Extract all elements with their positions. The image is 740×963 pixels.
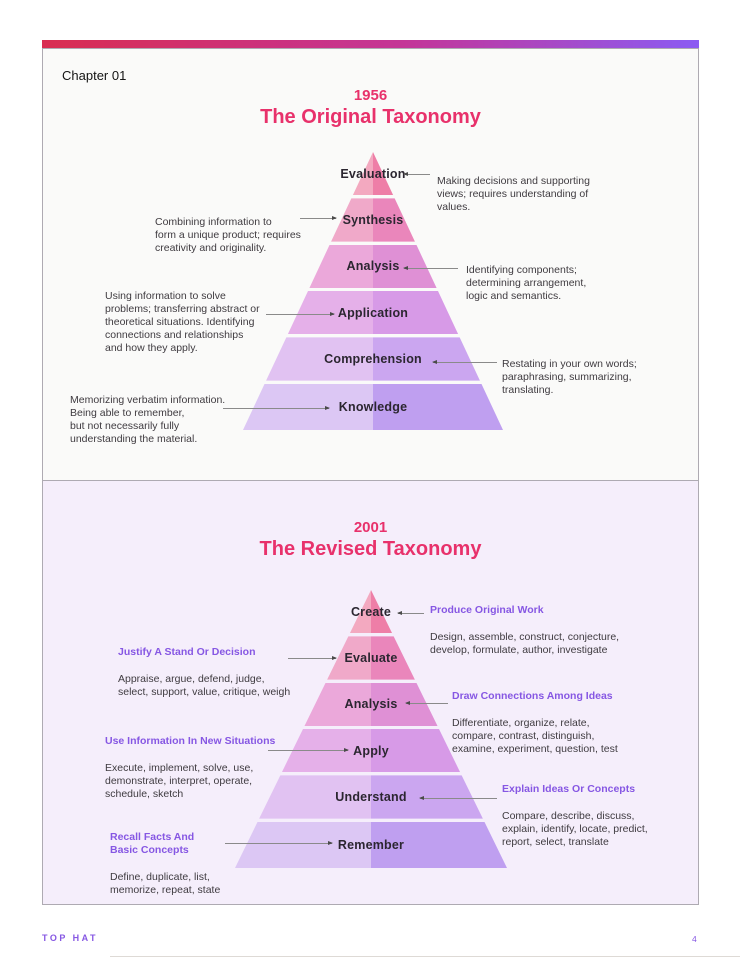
pyramid-level-label: Knowledge xyxy=(338,399,408,414)
pyramid-revised: Create Evaluate Analysis Apply Understand Rem… xyxy=(235,590,507,868)
pyramid-level-label: Remember xyxy=(337,837,405,852)
annotation-text: Using information to solve problems; tra… xyxy=(105,290,260,354)
pyramid-level-shape xyxy=(309,244,437,288)
annotation-knowledge: Memorizing verbatim information. Being a… xyxy=(70,381,225,459)
pyramid-level-analysis: Analysis xyxy=(235,682,507,726)
pyramid-level-shape xyxy=(259,775,483,819)
brand-logo: TOP HAT xyxy=(42,933,99,943)
annotation-text: Differentiate, organize, relate, compare… xyxy=(452,717,618,755)
page-number: 4 xyxy=(692,934,697,944)
pyramid-level-shape xyxy=(287,291,459,335)
annotation-text: Restating in your own words; paraphrasin… xyxy=(502,358,637,396)
connector-understand xyxy=(419,796,497,800)
pyramid-level-analysis: Analysis xyxy=(243,244,503,288)
annotation-evaluate: Justify A Stand Or Decision Appraise, ar… xyxy=(118,633,290,712)
pyramid-level-evaluate: Evaluate xyxy=(235,636,507,680)
connector-application xyxy=(266,312,335,316)
pyramid-level-label: Understand xyxy=(335,789,407,804)
gradient-accent-bar xyxy=(42,40,699,48)
pyramid-level-shape xyxy=(235,821,507,868)
annotation-text: Memorizing verbatim information. Being a… xyxy=(70,394,226,445)
annotation-text: Execute, implement, solve, use, demonstr… xyxy=(105,762,254,800)
pyramid-level-shape xyxy=(304,682,438,726)
annotation-text: Identifying components; determining arra… xyxy=(466,264,587,302)
section1-title-block: 1956 The Original Taxonomy xyxy=(42,88,699,128)
annotation-create: Produce Original Work Design, assemble, … xyxy=(430,591,619,670)
pyramid-level-create: Create xyxy=(235,590,507,634)
annotation-text: Design, assemble, construct, conjecture,… xyxy=(430,631,620,656)
annotation-text: Define, duplicate, list, memorize, repea… xyxy=(110,871,221,896)
annotation-apply: Use Information In New Situations Execut… xyxy=(105,722,275,814)
annotation-synthesis: Combining information to form a unique p… xyxy=(155,203,301,268)
connector-create xyxy=(397,611,424,615)
pyramid-level-understand: Understand xyxy=(235,775,507,819)
annotation-text: Compare, describe, discuss, explain, ide… xyxy=(502,810,648,848)
annotation-heading: Use Information In New Situations xyxy=(105,735,276,747)
section2-title-block: 2001 The Revised Taxonomy xyxy=(42,520,699,560)
connector-knowledge xyxy=(223,406,330,410)
connector-remember xyxy=(225,841,333,845)
section2-title: The Revised Taxonomy xyxy=(259,538,482,560)
pyramid-level-synthesis: Synthesis xyxy=(243,198,503,242)
section1-year: 1956 xyxy=(353,87,388,104)
chapter-label: Chapter 01 xyxy=(62,68,127,83)
annotation-application: Using information to solve problems; tra… xyxy=(105,277,260,368)
pyramid-level-label: Apply xyxy=(353,743,389,758)
pyramid-level-label: Evaluation xyxy=(340,166,406,181)
connector-comprehension xyxy=(432,360,497,364)
pyramid-level-label: Evaluate xyxy=(344,650,398,665)
connector-evaluate xyxy=(288,656,337,660)
pyramid-level-remember: Remember xyxy=(235,821,507,868)
section1-title: The Original Taxonomy xyxy=(260,106,481,128)
annotation-analysis: Identifying components; determining arra… xyxy=(466,251,586,316)
annotation-evaluation: Making decisions and supporting views; r… xyxy=(437,162,590,227)
pyramid-level-application: Application xyxy=(243,291,503,335)
pyramid-level-shape xyxy=(243,383,503,430)
annotation-text: Making decisions and supporting views; r… xyxy=(437,175,590,213)
pyramid-original: Evaluation Synthesis Analysis Application Co… xyxy=(243,152,503,430)
annotation-heading: Explain Ideas Or Concepts xyxy=(502,783,636,795)
annotation-text: Appraise, argue, defend, judge, select, … xyxy=(118,673,291,698)
connector-analysis-revised xyxy=(405,701,448,705)
annotation-heading: Justify A Stand Or Decision xyxy=(118,646,256,658)
annotation-heading: Recall Facts And Basic Concepts xyxy=(110,831,195,856)
annotation-analysis-revised: Draw Connections Among Ideas Differentia… xyxy=(452,677,618,769)
annotation-text: Combining information to form a unique p… xyxy=(155,216,301,254)
connector-evaluation xyxy=(403,172,430,176)
pyramid-level-evaluation: Evaluation xyxy=(243,152,503,196)
connector-apply xyxy=(268,748,349,752)
annotation-heading: Produce Original Work xyxy=(430,604,544,616)
pyramid-level-label: Application xyxy=(337,305,409,320)
annotation-remember: Recall Facts And Basic Concepts Define, … xyxy=(110,818,220,910)
pyramid-level-knowledge: Knowledge xyxy=(243,383,503,430)
pyramid-level-label: Synthesis xyxy=(342,212,404,227)
annotation-understand: Explain Ideas Or Concepts Compare, descr… xyxy=(502,770,648,862)
pyramid-level-comprehension: Comprehension xyxy=(243,337,503,381)
annotation-heading: Draw Connections Among Ideas xyxy=(452,690,613,702)
next-page-edge xyxy=(110,956,740,957)
pyramid-level-label: Analysis xyxy=(346,259,400,274)
pyramid-level-label: Analysis xyxy=(344,697,398,712)
connector-analysis xyxy=(403,266,458,270)
annotation-comprehension: Restating in your own words; paraphrasin… xyxy=(502,345,637,410)
pyramid-level-label: Create xyxy=(350,604,392,619)
pyramid-level-label: Comprehension xyxy=(324,351,422,366)
connector-synthesis xyxy=(300,216,337,220)
pyramid-level-shape xyxy=(266,337,480,381)
section2-year: 2001 xyxy=(353,519,388,536)
